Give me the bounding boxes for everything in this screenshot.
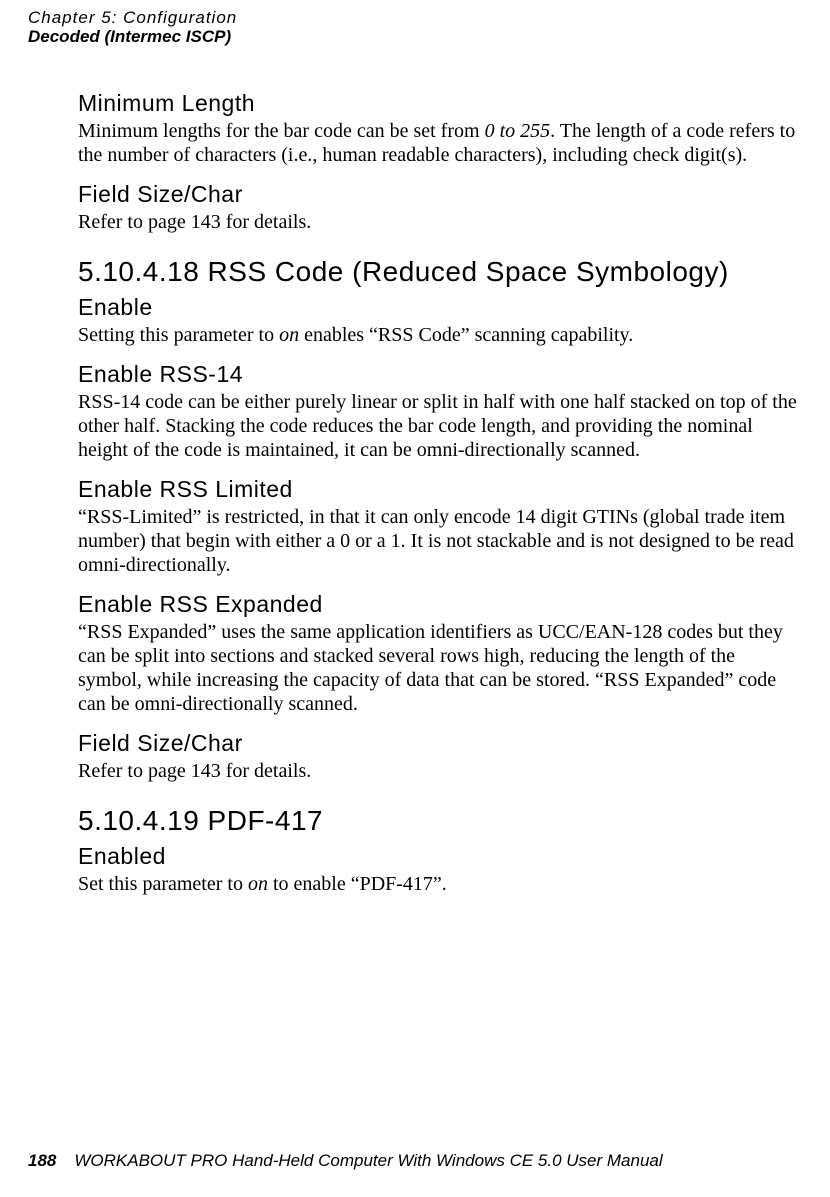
heading-pdf417: 5.10.4.19 PDF-417 [78,805,800,837]
text-em: 0 to 255 [485,120,551,142]
heading-rss-code: 5.10.4.18 RSS Code (Reduced Space Symbol… [78,256,800,288]
text: Set this parameter to [78,873,248,895]
page-header: Chapter 5: Configuration Decoded (Interm… [28,8,237,46]
heading-enable-rss-expanded: Enable RSS Expanded [78,591,800,618]
body-field-size-char: Refer to page 143 for details. [78,210,800,234]
text: enables “RSS Code” scanning capability. [299,324,633,346]
heading-field-size-char: Field Size/Char [78,181,800,208]
text: Minimum lengths for the bar code can be … [78,120,485,142]
heading-enabled: Enabled [78,843,800,870]
text-em: on [248,873,268,895]
heading-enable-rss-limited: Enable RSS Limited [78,476,800,503]
page-footer: 188 WORKABOUT PRO Hand-Held Computer With… [28,1151,663,1171]
footer-text: WORKABOUT PRO Hand-Held Computer With Wi… [74,1151,662,1170]
text-em: on [279,324,299,346]
body-enabled: Set this parameter to on to enable “PDF-… [78,872,800,896]
body-minimum-length: Minimum lengths for the bar code can be … [78,119,800,167]
heading-minimum-length: Minimum Length [78,90,800,117]
heading-field-size-char-2: Field Size/Char [78,730,800,757]
body-enable-rss-limited: “RSS-Limited” is restricted, in that it … [78,505,800,577]
page: Chapter 5: Configuration Decoded (Interm… [0,0,830,1197]
heading-enable: Enable [78,294,800,321]
body-enable: Setting this parameter to on enables “RS… [78,323,800,347]
body-field-size-char-2: Refer to page 143 for details. [78,759,800,783]
page-number: 188 [28,1151,56,1170]
page-content: Minimum Length Minimum lengths for the b… [78,90,800,896]
body-enable-rss-expanded: “RSS Expanded” uses the same application… [78,620,800,716]
text: Setting this parameter to [78,324,279,346]
heading-enable-rss14: Enable RSS-14 [78,361,800,388]
header-section: Decoded (Intermec ISCP) [28,27,237,46]
header-chapter: Chapter 5: Configuration [28,8,237,27]
text: to enable “PDF-417”. [268,873,447,895]
body-enable-rss14: RSS-14 code can be either purely linear … [78,390,800,462]
